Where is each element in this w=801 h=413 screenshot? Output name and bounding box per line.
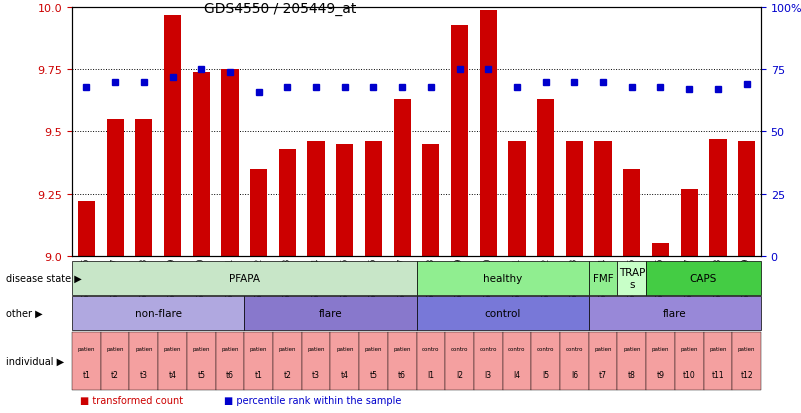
Text: patien: patien [336, 346, 353, 351]
Bar [279, 150, 296, 256]
Text: t6: t6 [226, 370, 234, 379]
Text: ■ transformed count: ■ transformed count [80, 395, 183, 405]
Text: patien: patien [78, 346, 95, 351]
Bar [135, 120, 152, 256]
Text: t4: t4 [168, 370, 176, 379]
Text: l4: l4 [513, 370, 521, 379]
Text: t2: t2 [111, 370, 119, 379]
Bar [451, 26, 468, 256]
Bar [107, 120, 123, 256]
Text: flare: flare [663, 309, 686, 318]
Text: non-flare: non-flare [135, 309, 182, 318]
Text: contro: contro [566, 346, 583, 351]
Text: contro: contro [480, 346, 497, 351]
Text: t10: t10 [682, 370, 695, 379]
Bar [623, 169, 640, 256]
Text: healthy: healthy [483, 273, 522, 283]
Text: disease state ▶: disease state ▶ [6, 273, 82, 283]
Bar [393, 100, 411, 256]
Bar [480, 11, 497, 256]
Bar [652, 244, 669, 256]
Text: t5: t5 [197, 370, 205, 379]
Text: t9: t9 [657, 370, 665, 379]
Text: patien: patien [250, 346, 268, 351]
Text: patien: patien [709, 346, 727, 351]
Text: t1: t1 [255, 370, 263, 379]
Bar [221, 70, 239, 256]
Bar [738, 142, 755, 256]
Bar [192, 73, 210, 256]
Text: CAPS: CAPS [690, 273, 717, 283]
Text: t7: t7 [599, 370, 607, 379]
Text: flare: flare [319, 309, 342, 318]
Text: patien: patien [623, 346, 641, 351]
Text: l1: l1 [428, 370, 434, 379]
Text: GDS4550 / 205449_at: GDS4550 / 205449_at [204, 2, 356, 16]
Text: contro: contro [537, 346, 554, 351]
Text: contro: contro [508, 346, 525, 351]
Text: t5: t5 [369, 370, 377, 379]
Text: patien: patien [192, 346, 210, 351]
Text: patien: patien [393, 346, 411, 351]
Bar [509, 142, 525, 256]
Text: t4: t4 [340, 370, 348, 379]
Bar [164, 16, 181, 256]
Text: contro: contro [451, 346, 469, 351]
Text: patien: patien [652, 346, 670, 351]
Text: patien: patien [594, 346, 612, 351]
Text: t6: t6 [398, 370, 406, 379]
Bar [681, 189, 698, 256]
Text: contro: contro [422, 346, 440, 351]
Bar [336, 145, 353, 256]
Text: l5: l5 [542, 370, 549, 379]
Text: patien: patien [738, 346, 755, 351]
Text: l2: l2 [456, 370, 463, 379]
Text: FMF: FMF [593, 273, 614, 283]
Text: TRAP
s: TRAP s [618, 268, 645, 289]
Bar [308, 142, 324, 256]
Text: t1: t1 [83, 370, 91, 379]
Text: t2: t2 [284, 370, 292, 379]
Text: patien: patien [364, 346, 382, 351]
Text: individual ▶: individual ▶ [6, 356, 64, 366]
Text: patien: patien [279, 346, 296, 351]
Bar [250, 169, 268, 256]
Text: t11: t11 [711, 370, 724, 379]
Bar [422, 145, 440, 256]
Bar [566, 142, 583, 256]
Text: t3: t3 [312, 370, 320, 379]
Text: ■ percentile rank within the sample: ■ percentile rank within the sample [224, 395, 401, 405]
Bar [78, 202, 95, 256]
Text: control: control [485, 309, 521, 318]
Text: patien: patien [163, 346, 181, 351]
Text: other ▶: other ▶ [6, 309, 42, 318]
Text: patien: patien [135, 346, 153, 351]
Text: t12: t12 [740, 370, 753, 379]
Text: patien: patien [308, 346, 325, 351]
Text: t3: t3 [140, 370, 148, 379]
Text: PFAPA: PFAPA [229, 273, 260, 283]
Text: patien: patien [107, 346, 124, 351]
Bar [709, 140, 727, 256]
Text: patien: patien [680, 346, 698, 351]
Text: l6: l6 [571, 370, 578, 379]
Text: patien: patien [221, 346, 239, 351]
Bar [537, 100, 554, 256]
Text: l3: l3 [485, 370, 492, 379]
Text: t8: t8 [628, 370, 636, 379]
Bar [594, 142, 612, 256]
Bar [364, 142, 382, 256]
